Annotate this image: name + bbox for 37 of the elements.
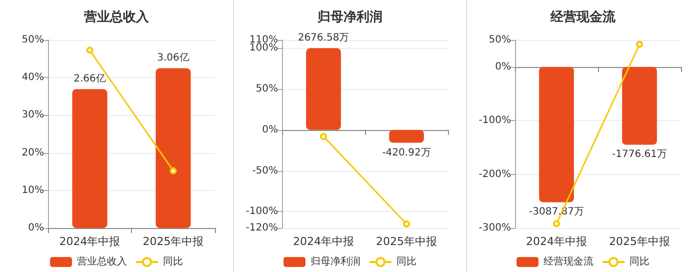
legend-label: 营业总收入 (77, 256, 127, 268)
legend-label: 经营现金流 (544, 256, 594, 268)
legend-label: 同比 (396, 256, 416, 268)
y-tick-label: 40% (22, 72, 44, 84)
legend-label: 归母净利润 (310, 256, 360, 268)
y-tick-label: -50% (252, 165, 278, 176)
y-tick-label: 30% (22, 110, 44, 121)
x-tick-label: 2025年中报 (376, 235, 437, 248)
y-tick-label: 50% (256, 84, 278, 95)
y-tick-label: 50% (488, 34, 511, 46)
y-tick-label: -120% (246, 222, 278, 234)
y-tick-label: 50% (22, 34, 44, 46)
data-label: 2676.58万 (298, 32, 350, 44)
x-tick-label: 2025年中报 (609, 235, 670, 248)
y-tick-label: -100% (246, 206, 278, 218)
data-label: 2.66亿 (74, 74, 106, 85)
x-tick-label: 2024年中报 (293, 235, 354, 248)
chart-title: 营业总收入 (83, 9, 150, 25)
x-tick-label: 2024年中报 (59, 235, 120, 248)
y-tick-label: -200% (478, 168, 511, 180)
y-tick-label: -100% (478, 115, 511, 126)
y-tick-label: 0% (262, 124, 278, 136)
y-tick-label: 0% (28, 222, 44, 234)
x-tick-label: 2025年中报 (142, 235, 204, 248)
y-tick-label: 20% (22, 147, 44, 158)
chart-title: 归母净利润 (316, 9, 382, 25)
y-tick-label: -300% (478, 222, 511, 234)
chart-title: 经营现金流 (550, 9, 616, 25)
legend-label: 同比 (630, 256, 650, 268)
data-label: 3.06亿 (157, 52, 190, 64)
x-tick-label: 2024年中报 (526, 235, 587, 248)
y-tick-label: 0% (495, 61, 511, 72)
y-tick-label: 100% (249, 42, 278, 54)
data-label: -420.92万 (382, 147, 431, 158)
y-tick-label: 10% (22, 184, 44, 196)
legend-label: 同比 (163, 256, 183, 268)
data-label: -1776.61万 (612, 149, 667, 160)
